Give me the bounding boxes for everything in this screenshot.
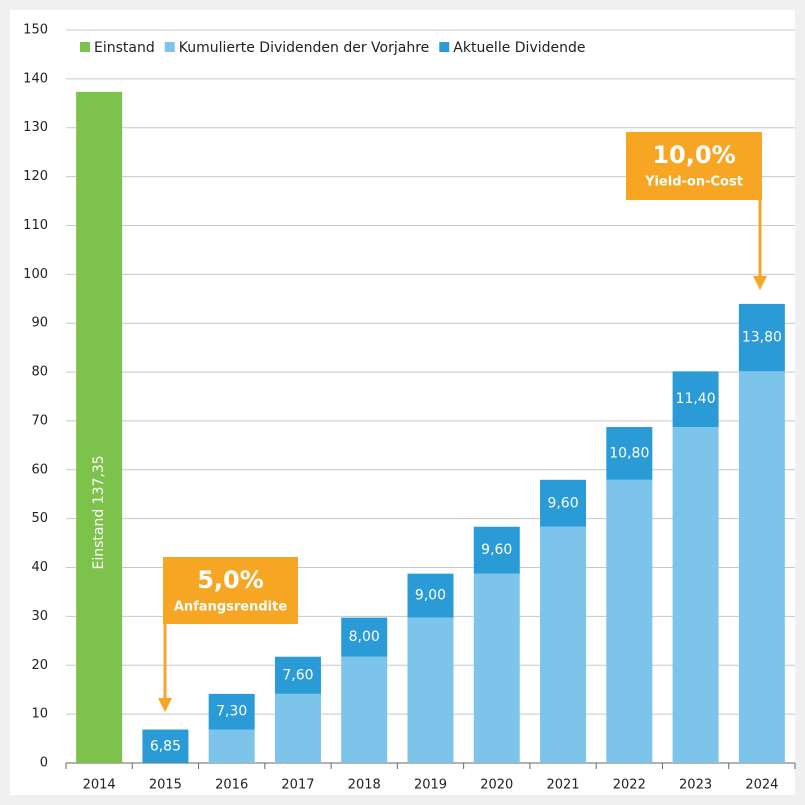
- bar-label: 9,60: [547, 495, 578, 511]
- bar-segment: [540, 526, 587, 763]
- y-tick-label: 150: [23, 23, 48, 38]
- y-tick-label: 20: [31, 658, 48, 673]
- annotation-box: [163, 557, 298, 624]
- bar-label: 13,80: [742, 330, 782, 346]
- legend-swatch: [164, 42, 175, 52]
- y-tick-label: 120: [23, 169, 48, 184]
- bar-label: 11,40: [676, 391, 716, 407]
- x-tick-label: 2018: [348, 778, 381, 793]
- bar-segment: [274, 656, 321, 694]
- bar-segment: [274, 693, 321, 763]
- bar-segment: [473, 526, 520, 574]
- legend-swatch: [80, 42, 90, 52]
- annotation-title: 10,0%: [652, 141, 735, 169]
- bar-segment: [208, 693, 255, 730]
- x-tick-label: 2019: [414, 778, 447, 793]
- bar-segment: [407, 617, 454, 763]
- bar-label: 7,60: [282, 667, 313, 683]
- bar-segment: [76, 91, 123, 763]
- bar-label: 9,60: [481, 542, 512, 558]
- bar-segment: [672, 371, 719, 428]
- y-tick-label: 40: [31, 560, 48, 575]
- bar-segment: [738, 303, 785, 372]
- bar-label: 8,00: [349, 629, 380, 645]
- x-tick-label: 2023: [679, 778, 712, 793]
- annotation-text: Yield-on-Cost: [644, 175, 743, 190]
- y-tick-label: 60: [31, 462, 48, 477]
- x-tick-label: 2014: [83, 778, 116, 793]
- annotation-title: 5,0%: [197, 566, 264, 594]
- y-tick-label: 140: [23, 71, 48, 86]
- bar-segment: [606, 479, 653, 763]
- bar-segment: [473, 573, 520, 763]
- bar-label: 6,85: [150, 738, 181, 754]
- x-tick-label: 2024: [745, 778, 778, 793]
- legend-swatch: [439, 42, 450, 52]
- bar-segment: [672, 427, 719, 763]
- legend-label: Aktuelle Dividende: [453, 40, 585, 56]
- y-tick-label: 100: [23, 267, 48, 282]
- y-tick-label: 130: [23, 120, 48, 135]
- annotation-arrowhead: [158, 698, 172, 712]
- bar-label: 10,80: [609, 445, 649, 461]
- bar-segment: [407, 573, 454, 618]
- bar-segment: [341, 617, 388, 657]
- y-tick-label: 70: [31, 413, 48, 428]
- x-tick-label: 2021: [546, 778, 579, 793]
- legend-label: Kumulierte Dividenden der Vorjahre: [179, 40, 430, 56]
- bar-segment: [208, 729, 255, 763]
- x-tick-label: 2015: [149, 778, 182, 793]
- x-tick-label: 2020: [480, 778, 513, 793]
- bar-label: 9,00: [415, 588, 446, 604]
- y-tick-label: 10: [31, 707, 48, 722]
- bar-label: 7,30: [216, 704, 247, 720]
- bar-segment: [142, 729, 189, 763]
- annotation-box: [626, 132, 762, 200]
- bar-segment: [606, 427, 653, 480]
- y-tick-label: 90: [31, 316, 48, 331]
- x-tick-label: 2022: [613, 778, 646, 793]
- y-tick-label: 80: [31, 365, 48, 380]
- y-tick-label: 110: [23, 218, 48, 233]
- bar-segment: [540, 479, 587, 527]
- bar-label: Einstand 137,35: [91, 455, 107, 569]
- bar-segment: [738, 371, 785, 763]
- bar-segment: [341, 656, 388, 763]
- x-tick-label: 2017: [281, 778, 314, 793]
- legend-label: Einstand: [94, 40, 155, 56]
- annotation-arrowhead: [753, 276, 767, 290]
- y-tick-label: 30: [31, 609, 48, 624]
- x-tick-label: 2016: [215, 778, 248, 793]
- annotation-text: Anfangsrendite: [174, 600, 288, 615]
- y-tick-label: 50: [31, 511, 48, 526]
- y-tick-label: 0: [40, 756, 48, 771]
